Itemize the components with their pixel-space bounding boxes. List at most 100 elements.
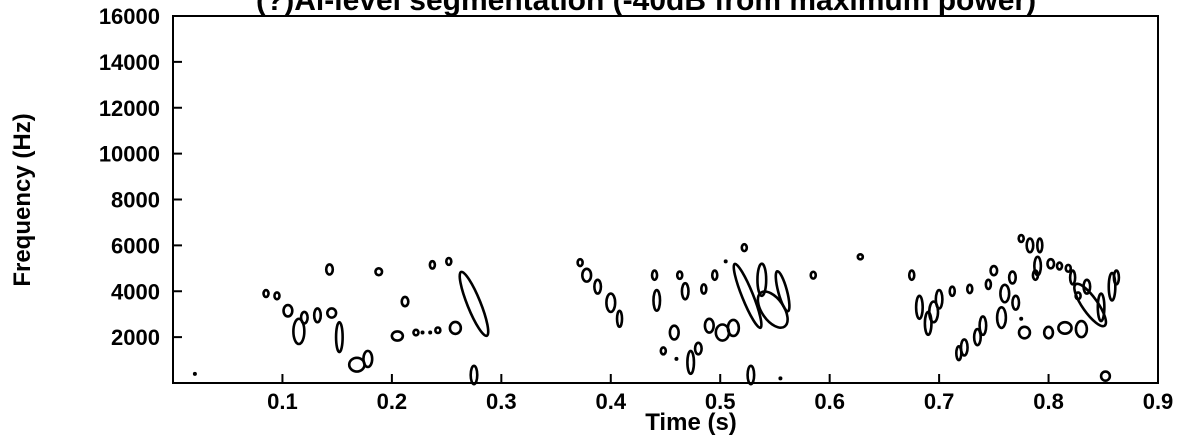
y-axis-ticks: 2000 4000 6000 8000 10000 12000 14000 16000: [99, 4, 182, 350]
contour-region: [362, 349, 374, 369]
contour-region: [1017, 233, 1025, 244]
contour-region: [746, 364, 756, 386]
x-tick-label: 0.3: [486, 389, 517, 414]
contour-region: [374, 267, 384, 277]
contour-region: [914, 294, 924, 321]
contour-region: [1042, 325, 1055, 340]
x-tick-label: 0.1: [267, 389, 298, 414]
contour-dot: [428, 330, 433, 335]
contour-region: [995, 306, 1008, 330]
contour-region: [1064, 263, 1073, 274]
plot-frame: [172, 15, 1159, 384]
contour-region: [680, 281, 690, 301]
contour-region: [1096, 292, 1106, 323]
contour-region: [927, 300, 940, 324]
contour-region: [1046, 257, 1056, 270]
contour-region: [312, 307, 323, 324]
contour-region: [978, 315, 988, 337]
contour-region: [959, 338, 969, 357]
contour-region: [726, 318, 741, 338]
contour-region: [693, 341, 703, 356]
contour-region: [458, 270, 490, 338]
x-tick-label: 0.5: [705, 389, 736, 414]
contour-dot: [674, 356, 679, 361]
contour-region: [593, 278, 603, 295]
contour-region: [732, 262, 763, 330]
x-axis-title: Time (s): [645, 409, 737, 436]
contour-region: [756, 262, 768, 298]
chart-title: (?)Al-level segmentation (-40dB from max…: [256, 0, 1036, 17]
contour-region: [469, 364, 479, 386]
contour-region: [1074, 319, 1089, 339]
y-tick-label: 16000: [99, 4, 160, 29]
contour-region: [934, 288, 944, 310]
contour-region: [965, 283, 974, 295]
y-tick-label: 14000: [99, 50, 160, 75]
contour-region: [999, 283, 1011, 304]
contour-region: [1057, 320, 1073, 335]
contour-region: [907, 269, 916, 282]
x-tick-label: 0.6: [814, 389, 845, 414]
x-tick-label: 0.2: [377, 389, 408, 414]
contour-region: [412, 328, 420, 337]
contour-region: [1025, 237, 1035, 254]
contour-region: [856, 253, 865, 261]
contour-region: [576, 257, 584, 268]
contour-region: [710, 269, 719, 282]
x-tick-label: 0.7: [924, 389, 955, 414]
contour-region: [1036, 237, 1044, 254]
contour-region: [686, 349, 696, 376]
contour-region: [703, 317, 715, 334]
contour-region: [659, 346, 668, 356]
contour-region: [740, 242, 749, 253]
x-axis-ticks: 0.1 0.2 0.3 0.4 0.5 0.6 0.7 0.8 0.9: [267, 374, 1173, 414]
contour-region: [273, 291, 281, 301]
contour-region: [282, 303, 294, 318]
contour-region: [292, 317, 306, 346]
contour-region: [652, 288, 662, 313]
y-tick-label: 10000: [99, 142, 160, 167]
contour-dot: [192, 371, 197, 376]
contour-region: [581, 267, 593, 283]
y-tick-label: 4000: [111, 279, 160, 304]
contour-marks: [192, 233, 1121, 386]
contour-region: [615, 309, 624, 329]
contour-region: [1055, 261, 1064, 271]
contour-region: [324, 263, 335, 276]
contour-region: [1107, 271, 1117, 302]
contour-region: [1099, 370, 1112, 383]
contour-region: [262, 288, 270, 299]
contour-region: [1033, 255, 1043, 277]
contour-region: [1112, 269, 1121, 286]
contour-region: [1011, 294, 1021, 311]
y-tick-label: 12000: [99, 96, 160, 121]
x-tick-label: 0.8: [1033, 389, 1064, 414]
contour-region: [1073, 282, 1108, 328]
contour-dot: [778, 376, 783, 381]
contour-region: [675, 270, 684, 281]
contour-region: [326, 307, 338, 319]
x-tick-label: 0.4: [595, 389, 626, 414]
contour-region: [400, 295, 410, 308]
contour-region: [809, 270, 818, 280]
contour-region: [444, 256, 453, 267]
y-tick-label: 6000: [111, 233, 160, 258]
contour-region: [390, 330, 405, 342]
contour-region: [428, 259, 437, 270]
y-tick-label: 2000: [111, 325, 160, 350]
y-tick-label: 8000: [111, 188, 160, 213]
contour-region: [668, 324, 680, 341]
contour-region: [700, 283, 708, 295]
contour-region: [334, 320, 344, 354]
contour-region: [948, 285, 957, 298]
contour-dot: [1019, 316, 1024, 321]
y-axis-title: Frequency (Hz): [9, 113, 36, 286]
contour-region: [774, 269, 791, 313]
contour-region: [989, 264, 999, 277]
x-tick-label: 0.9: [1143, 389, 1174, 414]
contour-region: [972, 327, 983, 347]
contour-region: [299, 310, 309, 325]
contour-region: [1017, 325, 1032, 340]
contour-region: [1007, 270, 1018, 285]
